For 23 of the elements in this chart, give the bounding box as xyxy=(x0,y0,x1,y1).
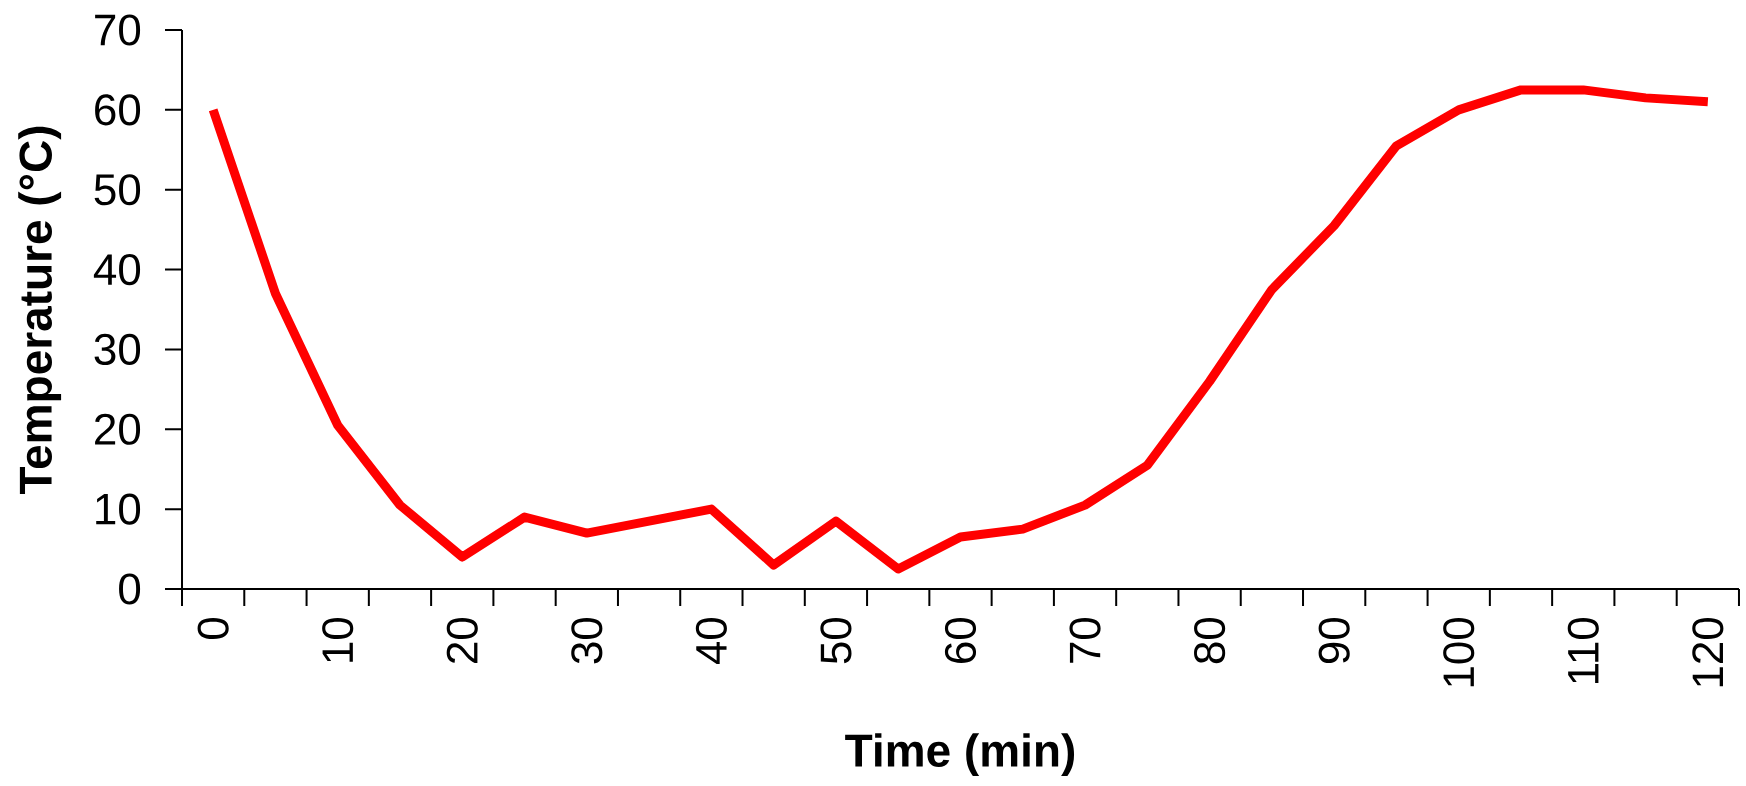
y-tick-label: 50 xyxy=(94,174,141,206)
x-tick-label: 50 xyxy=(820,617,852,664)
y-tick-label: 40 xyxy=(93,253,141,286)
x-tick-label: 70 xyxy=(1069,617,1101,663)
x-tick-label: 10 xyxy=(322,617,354,662)
x-tick-label: 90 xyxy=(1318,617,1350,664)
y-axis-title: Temperature (°C) xyxy=(18,126,62,495)
y-tick-label: 70 xyxy=(95,14,141,46)
y-tick-label: 20 xyxy=(95,413,141,445)
y-tick-label: 10 xyxy=(96,493,141,525)
y-tick-label: 60 xyxy=(95,94,141,126)
x-tick-label: 60 xyxy=(944,617,977,663)
x-tick-label: 100 xyxy=(1443,617,1475,687)
x-tick-label: 30 xyxy=(571,617,603,664)
x-tick-label: 80 xyxy=(1194,617,1226,664)
x-tick-label: 20 xyxy=(446,617,478,663)
x-tick-label: 0 xyxy=(197,617,229,639)
x-tick-label: 40 xyxy=(695,617,727,665)
y-tick-label: 0 xyxy=(119,573,141,605)
x-tick-label: 120 xyxy=(1692,617,1724,687)
x-axis-title: Time (min) xyxy=(845,733,1075,777)
y-tick-label: 30 xyxy=(94,333,141,365)
x-tick-label: 110 xyxy=(1567,617,1599,683)
